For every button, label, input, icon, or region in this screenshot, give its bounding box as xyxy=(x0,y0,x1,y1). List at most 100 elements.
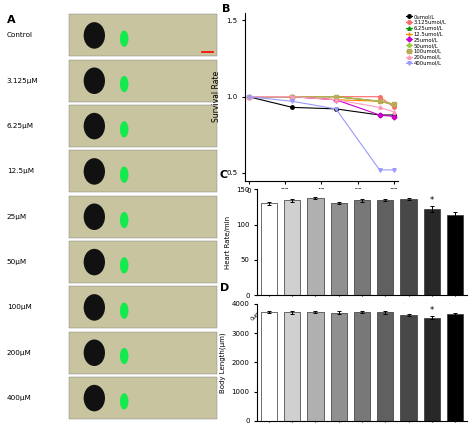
Text: C: C xyxy=(219,170,228,180)
3.125umol/L xyxy=(290,94,295,99)
Text: Control: Control xyxy=(7,32,33,38)
400umol/L xyxy=(377,167,383,173)
12.5umol/L xyxy=(333,97,339,102)
Ellipse shape xyxy=(83,113,105,139)
Line: 6.25umol/L: 6.25umol/L xyxy=(247,95,396,106)
12.5umol/L xyxy=(377,99,383,104)
Line: 100umol/L: 100umol/L xyxy=(247,95,396,106)
Legend: 0umol/L, 3.125umol/L, 6.25umol/L, 12.5umol/L, 25umol/L, 50umol/L, 100umol/L, 200: 0umol/L, 3.125umol/L, 6.25umol/L, 12.5um… xyxy=(403,12,448,68)
Bar xyxy=(284,312,301,421)
0umol/L xyxy=(377,113,383,118)
Circle shape xyxy=(120,31,128,47)
Bar xyxy=(377,200,393,295)
Bar xyxy=(69,105,217,147)
Bar xyxy=(447,314,463,421)
Bar xyxy=(69,286,217,329)
50umol/L xyxy=(377,99,383,104)
Circle shape xyxy=(120,257,128,274)
Circle shape xyxy=(120,76,128,92)
400umol/L xyxy=(246,94,251,99)
50umol/L xyxy=(246,94,251,99)
Bar xyxy=(401,199,417,295)
0umol/L xyxy=(290,105,295,110)
400umol/L xyxy=(290,99,295,104)
Ellipse shape xyxy=(83,385,105,411)
Text: 400μM: 400μM xyxy=(7,395,32,401)
6.25umol/L xyxy=(290,94,295,99)
200umol/L xyxy=(392,109,397,114)
Bar xyxy=(69,196,217,238)
Bar xyxy=(261,203,277,295)
100umol/L xyxy=(246,94,251,99)
Line: 12.5umol/L: 12.5umol/L xyxy=(247,95,396,106)
25umol/L xyxy=(377,113,383,118)
Bar xyxy=(447,215,463,295)
Text: A: A xyxy=(7,15,16,25)
0umol/L xyxy=(392,113,397,118)
Text: 100μM: 100μM xyxy=(7,304,32,310)
Bar xyxy=(401,315,417,421)
Text: *: * xyxy=(430,196,434,205)
Circle shape xyxy=(120,393,128,410)
200umol/L xyxy=(246,94,251,99)
Ellipse shape xyxy=(83,68,105,94)
Line: 50umol/L: 50umol/L xyxy=(247,95,396,106)
Ellipse shape xyxy=(83,294,105,321)
50umol/L xyxy=(290,94,295,99)
3.125umol/L xyxy=(392,105,397,110)
Bar xyxy=(69,241,217,283)
200umol/L xyxy=(333,97,339,102)
25umol/L xyxy=(246,94,251,99)
Bar xyxy=(284,201,301,295)
100umol/L xyxy=(392,102,397,107)
Y-axis label: Heart Rate/min: Heart Rate/min xyxy=(225,216,230,269)
12.5umol/L xyxy=(290,94,295,99)
12.5umol/L xyxy=(246,94,251,99)
X-axis label: Hour: Hour xyxy=(312,200,331,209)
25umol/L xyxy=(392,114,397,119)
Text: 25μM: 25μM xyxy=(7,214,27,220)
Ellipse shape xyxy=(83,340,105,366)
Bar xyxy=(69,60,217,102)
Bar xyxy=(354,201,370,295)
Bar xyxy=(69,332,217,374)
25umol/L xyxy=(333,97,339,102)
Line: 3.125umol/L: 3.125umol/L xyxy=(247,95,396,109)
Text: D: D xyxy=(219,283,229,293)
Bar xyxy=(331,313,347,421)
Circle shape xyxy=(120,348,128,364)
Bar xyxy=(377,312,393,421)
Ellipse shape xyxy=(83,22,105,49)
400umol/L xyxy=(333,106,339,111)
Text: 3.125μM: 3.125μM xyxy=(7,78,38,84)
0umol/L xyxy=(333,106,339,111)
Text: B: B xyxy=(222,4,230,14)
Bar xyxy=(307,198,324,295)
Bar xyxy=(69,377,217,419)
6.25umol/L xyxy=(392,102,397,107)
Bar xyxy=(69,150,217,193)
Bar xyxy=(331,203,347,295)
200umol/L xyxy=(377,105,383,110)
Circle shape xyxy=(120,303,128,319)
Line: 0umol/L: 0umol/L xyxy=(247,95,396,117)
400umol/L xyxy=(392,167,397,173)
Ellipse shape xyxy=(83,249,105,275)
Bar xyxy=(261,312,277,421)
100umol/L xyxy=(333,94,339,99)
Text: 50μM: 50μM xyxy=(7,259,27,265)
Bar xyxy=(69,14,217,57)
12.5umol/L xyxy=(392,102,397,107)
50umol/L xyxy=(333,94,339,99)
Text: 12.5μM: 12.5μM xyxy=(7,168,34,174)
Line: 25umol/L: 25umol/L xyxy=(247,95,396,118)
Circle shape xyxy=(120,121,128,138)
Text: 6.25μM: 6.25μM xyxy=(7,123,34,129)
Y-axis label: Body Length(μm): Body Length(μm) xyxy=(219,332,226,393)
6.25umol/L xyxy=(246,94,251,99)
0umol/L xyxy=(246,94,251,99)
Circle shape xyxy=(120,167,128,183)
3.125umol/L xyxy=(377,94,383,99)
Bar xyxy=(424,317,440,421)
6.25umol/L xyxy=(377,99,383,104)
